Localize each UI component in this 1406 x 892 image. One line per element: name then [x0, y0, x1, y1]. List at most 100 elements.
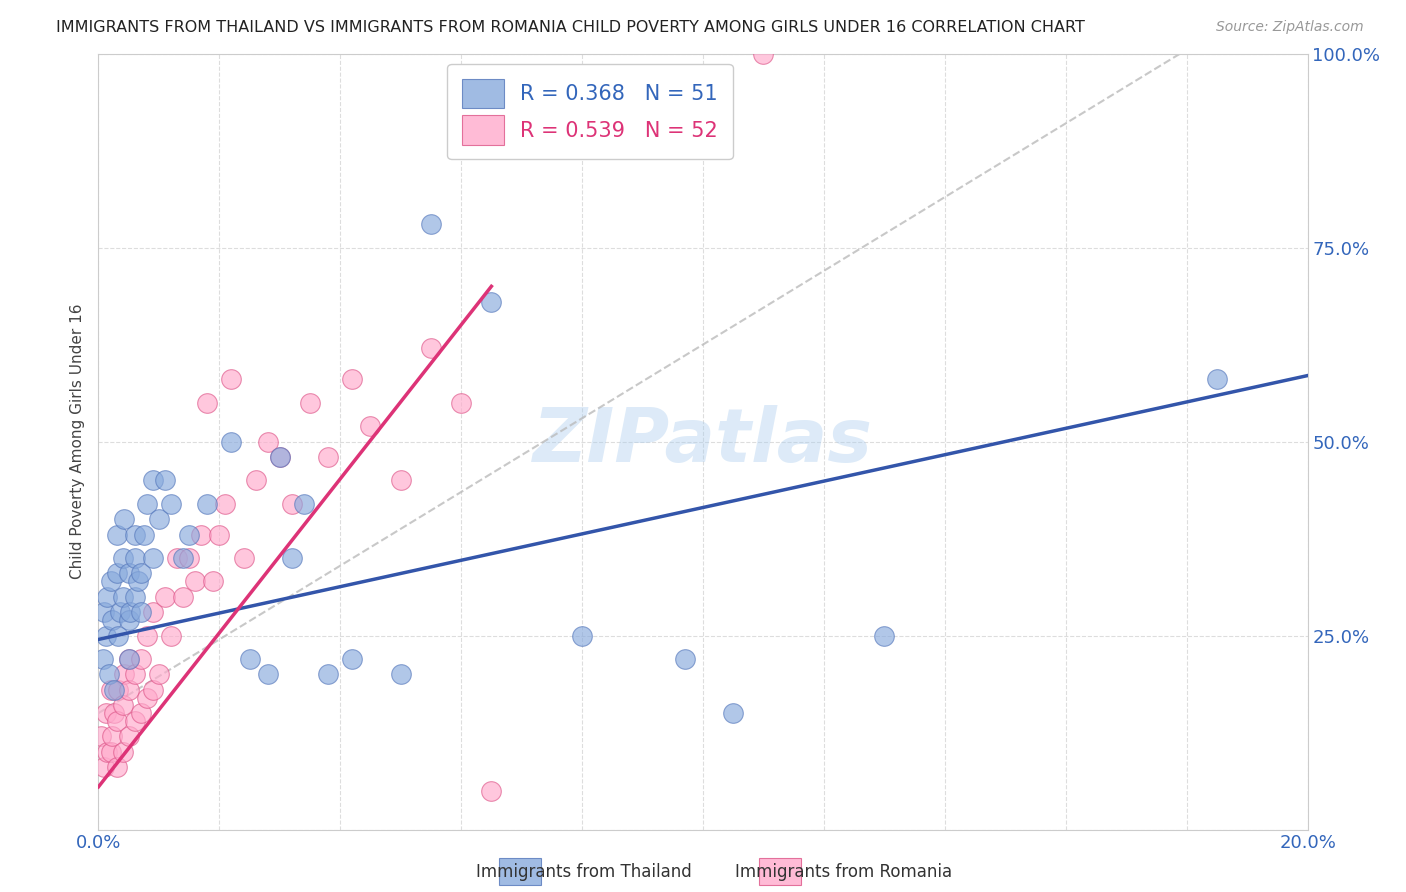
Point: [129, 652, 152, 666]
Point: [179, 527, 201, 541]
Point: [166, 551, 188, 566]
Point: [111, 551, 134, 566]
Point: [129, 706, 152, 721]
Point: [221, 372, 243, 386]
Point: [148, 512, 170, 526]
Point: [160, 497, 183, 511]
Point: [389, 667, 412, 681]
Point: [316, 667, 339, 681]
Point: [142, 605, 165, 619]
Point: [135, 497, 157, 511]
Point: [94, 706, 117, 721]
Point: [100, 574, 122, 589]
Point: [360, 419, 382, 434]
Point: [107, 628, 129, 642]
Y-axis label: Child Poverty Among Girls Under 16: Child Poverty Among Girls Under 16: [69, 304, 84, 579]
Text: IMMIGRANTS FROM THAILAND VS IMMIGRANTS FROM ROMANIA CHILD POVERTY AMONG GIRLS UN: IMMIGRANTS FROM THAILAND VS IMMIGRANTS F…: [56, 20, 1085, 35]
Point: [94, 628, 117, 642]
Point: [118, 682, 141, 697]
Point: [111, 590, 134, 604]
Point: [96, 745, 118, 759]
Point: [153, 590, 176, 604]
Point: [105, 714, 128, 728]
Point: [172, 590, 194, 604]
Text: Immigrants from Romania: Immigrants from Romania: [735, 863, 952, 881]
Point: [96, 590, 118, 604]
Point: [129, 566, 152, 581]
Point: [142, 551, 165, 566]
Point: [127, 574, 149, 589]
Point: [111, 745, 134, 759]
Point: [1206, 372, 1229, 386]
Point: [118, 730, 141, 744]
Point: [232, 551, 254, 566]
Point: [105, 760, 128, 774]
Point: [91, 652, 114, 666]
Point: [132, 527, 155, 541]
Point: [420, 342, 443, 356]
Point: [450, 396, 472, 410]
Point: [195, 396, 218, 410]
Point: [111, 698, 134, 713]
Point: [342, 652, 364, 666]
Point: [723, 706, 745, 721]
Point: [281, 497, 304, 511]
Point: [239, 652, 262, 666]
Point: [208, 527, 231, 541]
Point: [342, 372, 364, 386]
Point: [269, 450, 291, 464]
Point: [184, 574, 207, 589]
Point: [190, 527, 212, 541]
Point: [214, 497, 236, 511]
Point: [129, 605, 152, 619]
Point: [103, 706, 125, 721]
Point: [100, 730, 122, 744]
Point: [179, 551, 201, 566]
Point: [118, 566, 141, 581]
Point: [100, 613, 122, 627]
Point: [245, 473, 267, 487]
Point: [107, 682, 129, 697]
Point: [160, 628, 183, 642]
Point: [142, 473, 165, 487]
Point: [124, 590, 146, 604]
Point: [124, 551, 146, 566]
Point: [873, 628, 896, 642]
Point: [93, 605, 115, 619]
Point: [124, 714, 146, 728]
Point: [118, 652, 141, 666]
Point: [420, 217, 443, 231]
Point: [269, 450, 291, 464]
Legend: R = 0.368   N = 51, R = 0.539   N = 52: R = 0.368 N = 51, R = 0.539 N = 52: [447, 64, 733, 160]
Point: [673, 652, 696, 666]
Point: [256, 434, 278, 449]
Point: [389, 473, 412, 487]
Point: [481, 294, 503, 309]
Text: ZIPatlas: ZIPatlas: [533, 405, 873, 478]
Point: [292, 497, 315, 511]
Point: [153, 473, 176, 487]
Point: [105, 566, 128, 581]
Point: [299, 396, 322, 410]
Point: [124, 667, 146, 681]
Point: [105, 527, 128, 541]
Text: Immigrants from Thailand: Immigrants from Thailand: [475, 863, 692, 881]
Text: Source: ZipAtlas.com: Source: ZipAtlas.com: [1216, 20, 1364, 34]
Point: [316, 450, 339, 464]
Point: [112, 667, 135, 681]
Point: [195, 497, 218, 511]
Point: [148, 667, 170, 681]
Point: [118, 652, 141, 666]
Point: [135, 628, 157, 642]
Point: [172, 551, 194, 566]
Point: [256, 667, 278, 681]
Point: [202, 574, 225, 589]
Point: [481, 783, 503, 797]
Point: [142, 682, 165, 697]
Point: [118, 605, 141, 619]
Point: [103, 682, 125, 697]
Point: [221, 434, 243, 449]
Point: [752, 46, 775, 61]
Point: [100, 682, 122, 697]
Point: [118, 613, 141, 627]
